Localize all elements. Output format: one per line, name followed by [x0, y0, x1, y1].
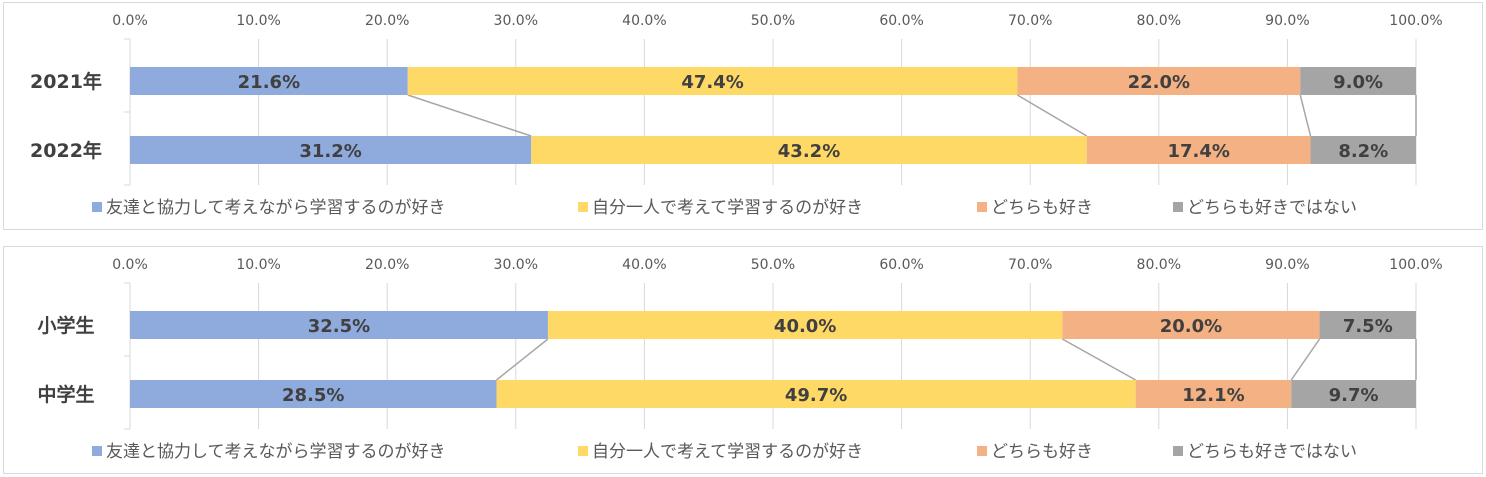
bar-segment — [547, 311, 1063, 339]
stacked-bar-chart-top: 0.0% 10.0% 20.0% 30.0% 40.0% 50.0% 60.0% 70.0% 8… — [30, 13, 1443, 218]
data-label: 8.2% — [1338, 141, 1388, 162]
bar-segment — [130, 311, 548, 339]
x-tick-label: 90.0% — [1265, 257, 1309, 273]
legend-swatch — [92, 446, 102, 456]
x-tick-label: 40.0% — [622, 257, 666, 273]
x-tick-label: 20.0% — [365, 257, 409, 273]
data-label: 47.4% — [681, 72, 743, 93]
data-label: 17.4% — [1167, 141, 1229, 162]
bar-segment — [1300, 67, 1416, 95]
x-tick-label: 30.0% — [494, 13, 538, 29]
chart-panel-top: 0.0% 10.0% 20.0% 30.0% 40.0% 50.0% 60.0% 70.0% 8… — [3, 2, 1483, 230]
bar-segment — [130, 380, 497, 408]
category-label: 2021年 — [30, 70, 102, 93]
x-tick-label: 90.0% — [1265, 13, 1309, 29]
data-label: 22.0% — [1128, 72, 1190, 93]
data-label: 9.0% — [1333, 72, 1383, 93]
legend-label: どちらも好きではない — [1187, 198, 1357, 218]
legend-swatch — [578, 446, 588, 456]
stacked-bar-chart-bottom: 0.0% 10.0% 20.0% 30.0% 40.0% 50.0% 60.0% 70.0% 8… — [37, 257, 1442, 462]
bar-segment — [1310, 136, 1416, 164]
x-tick-label: 100.0% — [1389, 13, 1442, 29]
legend-label: どちらも好きではない — [1187, 442, 1357, 462]
bar-segment — [1319, 311, 1416, 339]
x-tick-label: 40.0% — [622, 13, 666, 29]
x-tick-label: 80.0% — [1137, 257, 1181, 273]
data-label: 9.7% — [1329, 385, 1379, 406]
bar-segment — [1062, 311, 1320, 339]
x-tick-label: 10.0% — [236, 13, 280, 29]
data-label: 20.0% — [1160, 316, 1222, 337]
bar-segment — [130, 67, 408, 95]
x-tick-label: 60.0% — [879, 13, 923, 29]
x-tick-label: 0.0% — [112, 257, 148, 273]
x-tick-label: 60.0% — [879, 257, 923, 273]
x-tick-label: 80.0% — [1137, 13, 1181, 29]
data-label: 32.5% — [308, 316, 370, 337]
bar-segment — [1017, 67, 1301, 95]
legend-label: 自分一人で考えて学習するのが好き — [592, 442, 863, 462]
data-label: 21.6% — [238, 72, 300, 93]
legend-swatch — [1173, 202, 1183, 212]
data-label: 28.5% — [282, 385, 344, 406]
x-tick-label: 0.0% — [112, 13, 148, 29]
series-connector-line — [1016, 94, 1088, 137]
series-connector-line — [407, 94, 532, 137]
x-tick-label: 10.0% — [236, 257, 280, 273]
x-tick-label: 100.0% — [1389, 257, 1442, 273]
legend-swatch — [578, 202, 588, 212]
data-label: 31.2% — [299, 141, 361, 162]
x-tick-label: 30.0% — [494, 257, 538, 273]
legend-label: どちらも好き — [991, 442, 1093, 462]
bar-segment — [1291, 380, 1416, 408]
series-connector-line — [496, 338, 549, 381]
x-tick-label: 50.0% — [751, 257, 795, 273]
bar-segment — [130, 136, 532, 164]
x-tick-label: 50.0% — [751, 13, 795, 29]
x-tick-label: 70.0% — [1008, 257, 1052, 273]
legend-swatch — [1173, 446, 1183, 456]
data-label: 7.5% — [1343, 316, 1393, 337]
series-connector-line — [1299, 94, 1312, 137]
bar-segment — [496, 380, 1136, 408]
bar-segment — [407, 67, 1018, 95]
legend-label: どちらも好き — [991, 198, 1093, 218]
legend-swatch — [977, 202, 987, 212]
category-label: 2022年 — [30, 139, 102, 162]
x-tick-label: 70.0% — [1008, 13, 1052, 29]
chart-panel-bottom: 0.0% 10.0% 20.0% 30.0% 40.0% 50.0% 60.0% 70.0% 8… — [3, 246, 1483, 474]
category-label: 中学生 — [37, 383, 94, 406]
data-label: 12.1% — [1182, 385, 1244, 406]
series-connector-line — [1290, 338, 1321, 381]
series-connector-line — [1061, 338, 1137, 381]
legend-label: 友達と協力して考えながら学習するのが好き — [106, 198, 446, 218]
legend-label: 自分一人で考えて学習するのが好き — [592, 198, 863, 218]
bar-segment — [1135, 380, 1292, 408]
bar-segment — [1086, 136, 1311, 164]
category-label: 小学生 — [37, 314, 94, 337]
data-label: 40.0% — [774, 316, 836, 337]
data-label: 49.7% — [785, 385, 847, 406]
data-label: 43.2% — [778, 141, 840, 162]
legend-swatch — [92, 202, 102, 212]
bar-segment — [531, 136, 1087, 164]
legend-label: 友達と協力して考えながら学習するのが好き — [106, 442, 446, 462]
legend-swatch — [977, 446, 987, 456]
x-tick-label: 20.0% — [365, 13, 409, 29]
